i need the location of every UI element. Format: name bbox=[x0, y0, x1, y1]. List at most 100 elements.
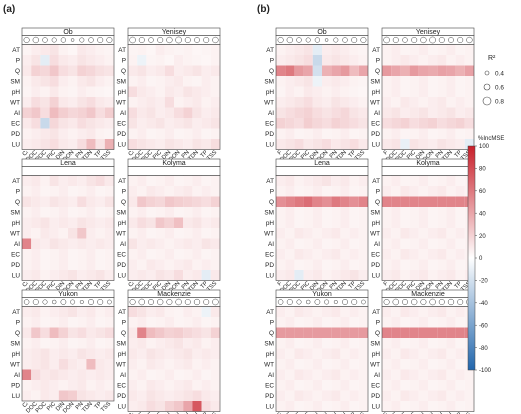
heatmap-cell bbox=[358, 390, 368, 401]
heatmap-cell bbox=[340, 369, 350, 380]
heatmap-cell bbox=[340, 348, 350, 359]
heatmap-cell bbox=[164, 175, 174, 186]
heatmap-cell bbox=[210, 107, 220, 118]
heatmap-cell bbox=[285, 306, 295, 317]
heatmap-cell bbox=[331, 390, 341, 401]
heatmap-cell bbox=[192, 401, 202, 412]
heatmap-cell bbox=[58, 139, 68, 150]
row-label: AT bbox=[118, 178, 126, 185]
r2-legend-circle bbox=[484, 70, 490, 76]
panel-title: Yukon bbox=[58, 291, 78, 298]
r2-circle-strip bbox=[381, 35, 475, 45]
heatmap-cell bbox=[312, 359, 322, 370]
heatmap-cell bbox=[382, 55, 392, 66]
heatmap-cell bbox=[437, 76, 447, 87]
heatmap-cell bbox=[409, 348, 419, 359]
r2-circle bbox=[392, 298, 400, 306]
heatmap-cell bbox=[137, 348, 147, 359]
heatmap-cell bbox=[349, 139, 359, 150]
heatmap-cell bbox=[303, 65, 313, 76]
heatmap-cell bbox=[192, 217, 202, 228]
heatmap-cell bbox=[192, 238, 202, 249]
row-label: AT bbox=[372, 309, 380, 316]
heatmap-cell bbox=[303, 175, 313, 186]
col-label: DIN bbox=[161, 412, 172, 414]
heatmap-cell bbox=[409, 228, 419, 239]
heatmap-cell bbox=[77, 380, 87, 391]
col-label: POC bbox=[289, 412, 302, 414]
heatmap-cell bbox=[174, 238, 184, 249]
heatmap-cell bbox=[192, 317, 202, 328]
heatmap-cell bbox=[137, 186, 147, 197]
heatmap-cell bbox=[58, 228, 68, 239]
heatmap-cell bbox=[95, 338, 105, 349]
heatmap-cell bbox=[322, 228, 332, 239]
row-label: EC bbox=[11, 252, 20, 259]
heatmap-cell bbox=[312, 107, 322, 118]
heatmap-cell bbox=[146, 97, 156, 108]
heatmap-cell bbox=[183, 369, 193, 380]
row-label: pH bbox=[118, 220, 127, 227]
heatmap-cell bbox=[322, 306, 332, 317]
heatmap-cell bbox=[58, 186, 68, 197]
heatmap-cell bbox=[77, 390, 87, 401]
heatmap-cell bbox=[40, 348, 50, 359]
heatmap-cell bbox=[174, 249, 184, 260]
heatmap-cell bbox=[400, 338, 410, 349]
heatmap-cell bbox=[312, 369, 322, 380]
heatmap-cell bbox=[340, 76, 350, 87]
heatmap-cell bbox=[128, 327, 138, 338]
heatmap-cell bbox=[331, 369, 341, 380]
heatmap-cell bbox=[437, 380, 447, 391]
heatmap-cell bbox=[155, 390, 165, 401]
heatmap-cell bbox=[331, 139, 341, 150]
heatmap-cell bbox=[146, 380, 156, 391]
r2-circle bbox=[175, 298, 182, 306]
heatmap-cell bbox=[68, 259, 78, 270]
heatmap-cell bbox=[331, 76, 341, 87]
heatmap-cell bbox=[409, 259, 419, 270]
heatmap-cell bbox=[22, 186, 32, 197]
heatmap-cell bbox=[349, 55, 359, 66]
r2-circle bbox=[277, 37, 284, 43]
heatmap-cell bbox=[128, 55, 138, 66]
heatmap-cell bbox=[58, 196, 68, 207]
heatmap-cell bbox=[446, 348, 456, 359]
heatmap-cell bbox=[358, 55, 368, 66]
heatmap-cell bbox=[340, 270, 350, 281]
panel-title: Kolyma bbox=[162, 160, 185, 167]
heatmap-cell bbox=[322, 118, 332, 129]
heatmap-cell bbox=[68, 317, 78, 328]
heatmap-cell bbox=[276, 348, 286, 359]
heatmap-cell bbox=[382, 207, 392, 218]
heatmap-cell bbox=[391, 401, 401, 412]
heatmap-cell bbox=[40, 65, 50, 76]
heatmap-cell bbox=[174, 196, 184, 207]
heatmap-frame bbox=[127, 306, 221, 412]
r2-circle bbox=[438, 37, 445, 43]
row-label: WT bbox=[264, 231, 274, 238]
r2-circle bbox=[184, 37, 191, 43]
heatmap-cell bbox=[437, 65, 447, 76]
r2-circle bbox=[342, 37, 348, 43]
heatmap-cell bbox=[382, 259, 392, 270]
heatmap-cell bbox=[164, 249, 174, 260]
heatmap-frame bbox=[21, 44, 115, 150]
heatmap-cell bbox=[340, 228, 350, 239]
heatmap-cell bbox=[464, 44, 474, 55]
heatmap-cell bbox=[68, 196, 78, 207]
heatmap-cell bbox=[146, 338, 156, 349]
heatmap-cell bbox=[276, 401, 286, 412]
row-label: LU bbox=[372, 142, 381, 149]
heatmap-cell bbox=[285, 207, 295, 218]
row-label: SM bbox=[264, 341, 274, 348]
row-label: PD bbox=[11, 131, 20, 138]
row-label: Q bbox=[121, 199, 126, 206]
heatmap-cell bbox=[276, 327, 286, 338]
heatmap-cell bbox=[201, 76, 211, 87]
heatmap-cell bbox=[49, 196, 59, 207]
row-label: pH bbox=[12, 351, 21, 358]
heatmap-cell bbox=[418, 317, 428, 328]
heatmap-cell bbox=[58, 249, 68, 260]
heatmap-cell bbox=[95, 186, 105, 197]
